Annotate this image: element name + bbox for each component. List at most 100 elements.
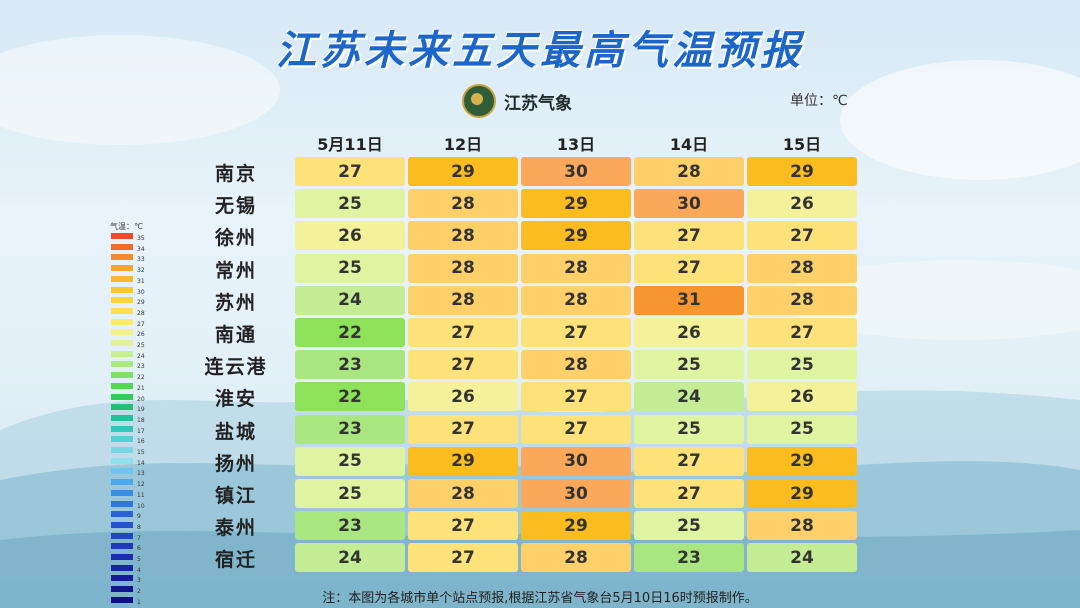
column-header: 13日 [556, 135, 596, 154]
temperature-cell: 28 [747, 285, 857, 315]
legend-swatch [111, 554, 133, 560]
legend-level-label: 19 [137, 406, 145, 414]
legend-swatch [111, 586, 133, 593]
legend-swatch [111, 307, 133, 314]
temperature-cell: 25 [634, 350, 744, 380]
legend-level-label: 14 [137, 459, 145, 467]
temperature-cell: 30 [634, 189, 744, 219]
legend-swatch [111, 543, 133, 550]
legend-swatch [111, 479, 133, 486]
temperature-cell: 29 [747, 446, 857, 476]
temperature-cell: 27 [521, 414, 631, 444]
temperature-cell: 29 [408, 446, 518, 476]
legend-level-label: 22 [137, 374, 145, 382]
temperature-cell: 27 [408, 414, 518, 444]
city-label: 淮安 [214, 388, 257, 411]
legend-level-label: 28 [137, 309, 145, 317]
legend-level-label: 31 [137, 277, 145, 285]
legend-swatch [111, 265, 133, 272]
temperature-cell: 27 [295, 157, 405, 186]
meteorology-emblem-icon [462, 84, 496, 118]
temperature-cell: 29 [747, 157, 857, 186]
legend-swatch [111, 254, 133, 261]
temperature-cell: 30 [521, 479, 631, 508]
legend-level-label: 13 [137, 470, 145, 478]
temperature-cell: 31 [634, 285, 744, 315]
temperature-cell: 27 [408, 543, 518, 573]
temperature-cell: 23 [295, 414, 405, 444]
temperature-cell: 29 [521, 221, 631, 251]
city-label: 常州 [214, 259, 257, 282]
column-header: 12日 [443, 135, 483, 154]
temperature-cell: 30 [521, 157, 631, 186]
temperature-cell: 23 [295, 511, 405, 541]
legend-level-label: 24 [137, 352, 145, 360]
temperature-cell: 29 [521, 511, 631, 541]
temperature-cell: 29 [521, 189, 631, 219]
legend-level-label: 11 [137, 491, 145, 499]
column-header: 15日 [782, 135, 822, 154]
legend-level-label: 9 [137, 513, 141, 521]
legend-level-label: 29 [137, 299, 145, 307]
legend-swatch [111, 511, 133, 518]
legend-swatch [111, 243, 133, 250]
temperature-cell: 28 [408, 253, 518, 283]
city-label: 徐州 [214, 227, 257, 250]
legend-swatch [111, 350, 133, 357]
temperature-cell: 28 [521, 253, 631, 283]
temperature-cell: 22 [295, 382, 405, 412]
page-title: 江苏未来五天最高气温预报 [276, 28, 804, 74]
legend-swatch [111, 275, 133, 282]
legend-swatch [111, 447, 133, 453]
legend-swatch [111, 564, 133, 571]
legend-level-label: 12 [137, 481, 145, 489]
legend-title: 气温：℃ [110, 222, 143, 231]
temperature-cell: 27 [747, 318, 857, 347]
city-label: 镇江 [214, 485, 257, 507]
legend-swatch [111, 489, 133, 496]
temperature-cell: 24 [747, 543, 857, 573]
legend-swatch [111, 521, 133, 528]
legend-level-label: 34 [137, 245, 145, 253]
legend-swatch [111, 468, 133, 475]
city-label: 泰州 [214, 517, 257, 540]
temperature-cell: 25 [747, 414, 857, 444]
legend-level-label: 17 [137, 427, 145, 435]
legend-level-label: 4 [137, 566, 141, 574]
city-label: 南京 [214, 163, 257, 185]
temperature-cell: 25 [295, 479, 405, 508]
temperature-cell: 27 [408, 511, 518, 541]
temperature-cell: 26 [634, 318, 744, 347]
temperature-cell: 26 [747, 382, 857, 412]
temperature-cell: 28 [408, 221, 518, 251]
temperature-cell: 28 [747, 253, 857, 283]
temperature-cell: 29 [747, 479, 857, 508]
city-label: 扬州 [214, 452, 257, 475]
temperature-cell: 25 [295, 189, 405, 219]
temperature-cell: 26 [408, 382, 518, 412]
temperature-cell: 24 [295, 285, 405, 315]
legend-level-label: 32 [137, 267, 145, 275]
legend-level-label: 6 [137, 545, 141, 553]
temperature-cell: 24 [634, 382, 744, 412]
column-header: 5月11日 [317, 135, 383, 154]
temperature-cell: 25 [634, 414, 744, 444]
legend-level-label: 23 [137, 363, 145, 371]
legend-level-label: 18 [137, 416, 145, 424]
temperature-cell: 28 [408, 189, 518, 219]
city-label: 无锡 [214, 195, 257, 218]
temperature-cell: 28 [521, 543, 631, 573]
legend-level-label: 1 [137, 598, 141, 606]
legend-swatch [111, 318, 133, 325]
brand-name: 江苏气象 [504, 93, 572, 114]
temperature-cell: 28 [521, 285, 631, 315]
temperature-cell: 27 [408, 350, 518, 380]
temperature-cell: 28 [521, 350, 631, 380]
footnote: 注：本图为各城市单个站点预报,根据江苏省气象台5月10日16时预报制作。 [322, 591, 758, 606]
legend-level-label: 15 [137, 449, 145, 456]
city-label: 盐城 [214, 420, 257, 443]
temperature-cell: 28 [408, 479, 518, 508]
temperature-cell: 23 [634, 543, 744, 573]
temperature-cell: 27 [747, 221, 857, 251]
legend-level-label: 35 [137, 235, 145, 242]
